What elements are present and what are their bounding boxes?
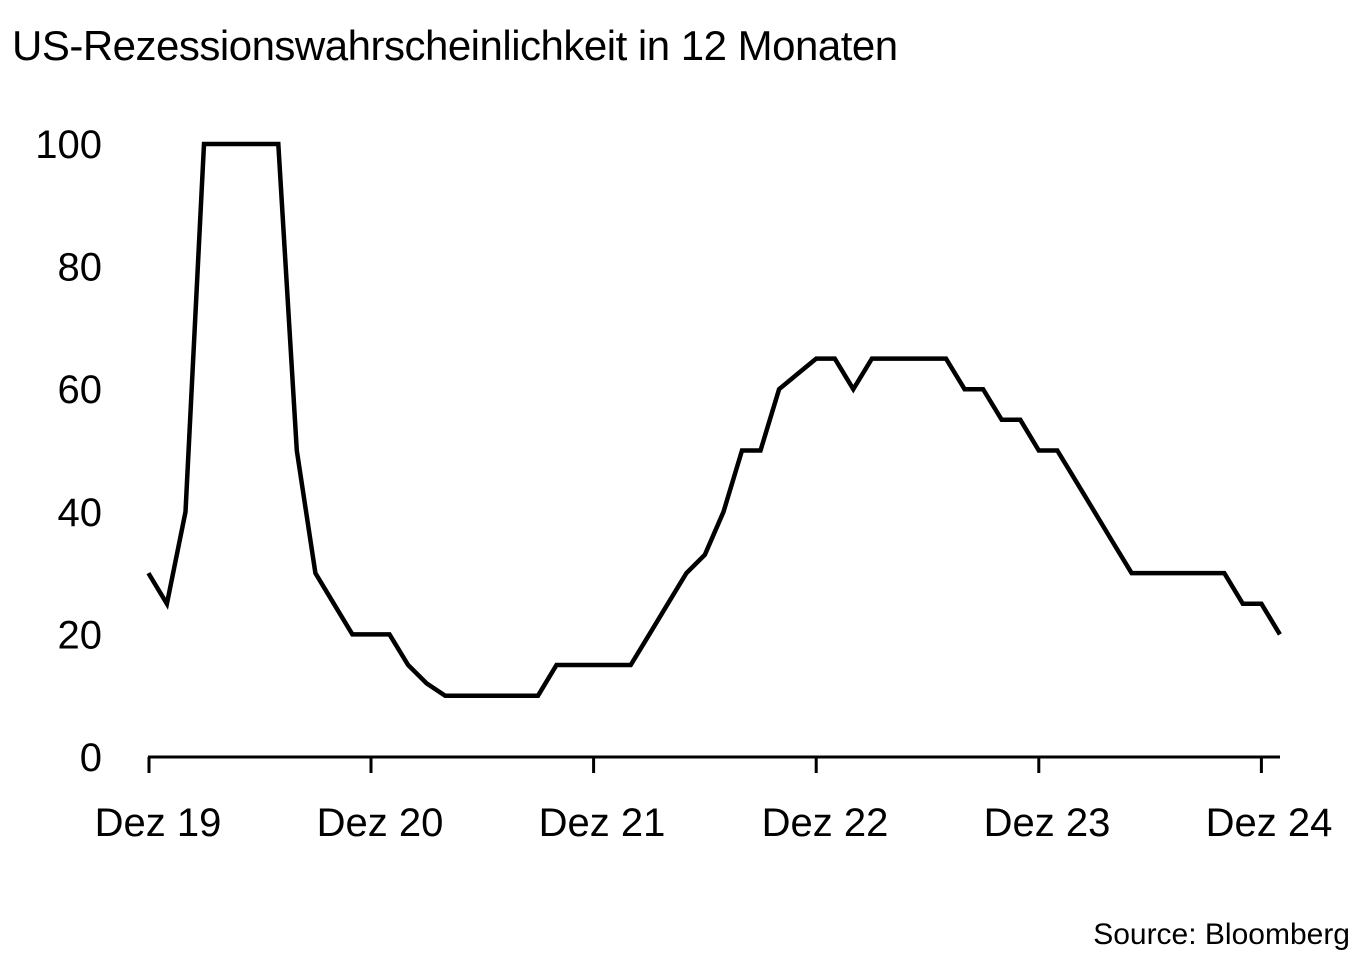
x-tick-label: Dez 20 xyxy=(317,801,444,845)
y-tick-label: 0 xyxy=(80,736,102,780)
x-tick-label: Dez 24 xyxy=(1206,801,1333,845)
x-axis-tick-labels: Dez 19 Dez 20 Dez 21 Dez 22 Dez 23 Dez 24 xyxy=(95,801,1333,845)
x-tick-label: Dez 23 xyxy=(984,801,1111,845)
y-tick-label: 40 xyxy=(58,491,103,535)
y-axis-tick-labels: 0 20 40 60 80 100 xyxy=(35,123,102,780)
series-line xyxy=(146,141,1282,698)
x-axis-ticks xyxy=(147,757,1263,773)
source-note: Source: Bloomberg xyxy=(1093,918,1350,951)
x-tick-label: Dez 22 xyxy=(762,801,889,845)
y-tick-label: 80 xyxy=(58,246,103,290)
y-tick-label: 20 xyxy=(58,613,103,657)
series-points xyxy=(148,144,1280,696)
x-tick-label: Dez 21 xyxy=(539,801,666,845)
x-tick-label: Dez 19 xyxy=(95,801,222,845)
y-tick-label: 60 xyxy=(58,368,103,412)
y-tick-label: 100 xyxy=(35,123,102,167)
chart-title: US-Rezessionswahrscheinlichkeit in 12 Mo… xyxy=(12,22,898,69)
